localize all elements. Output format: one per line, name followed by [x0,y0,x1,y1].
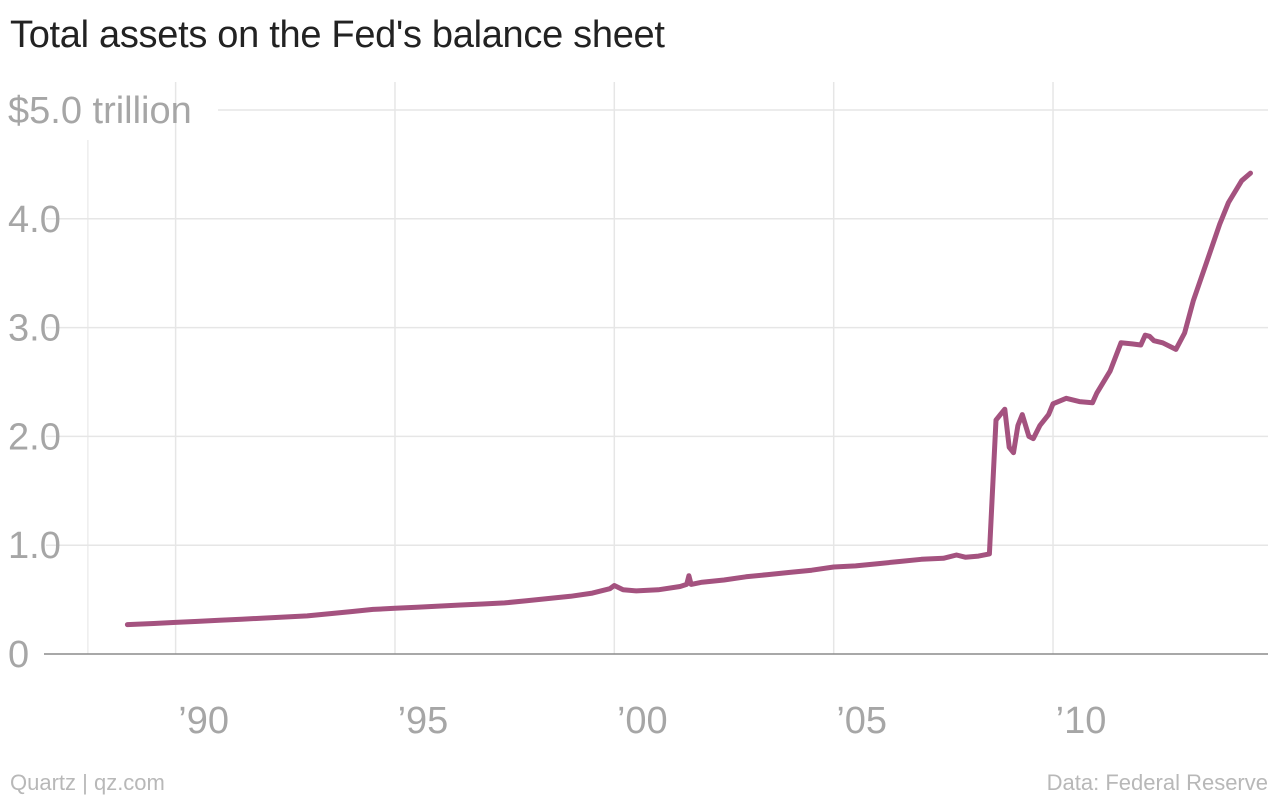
data-source: Data: Federal Reserve [1046,770,1268,795]
x-tick-label: ’90 [178,700,229,742]
y-tick-label: $5.0 trillion [8,90,192,132]
x-tick-label: ’00 [617,700,668,742]
tick-labels: 0 1.0 2.0 3.0 4.0 $5.0 trillion ’90 ’95 ’00 ’05 ’1… [8,90,1106,742]
gridlines [44,82,1268,655]
series-lines [124,170,1253,628]
y-tick-label: 3.0 [8,308,61,350]
y-tick-label: 2.0 [8,416,61,458]
y-tick-label: 0 [8,634,29,676]
source-credit: Quartz | qz.com [10,770,165,795]
series-line-total-assets [124,170,1253,628]
y-tick-label: 1.0 [8,525,61,567]
y-tick-label: 4.0 [8,199,61,241]
x-tick-label: ’10 [1056,700,1107,742]
chart-title: Total assets on the Fed's balance sheet [10,14,665,56]
x-tick-label: ’95 [398,700,449,742]
x-tick-label: ’05 [836,700,887,742]
